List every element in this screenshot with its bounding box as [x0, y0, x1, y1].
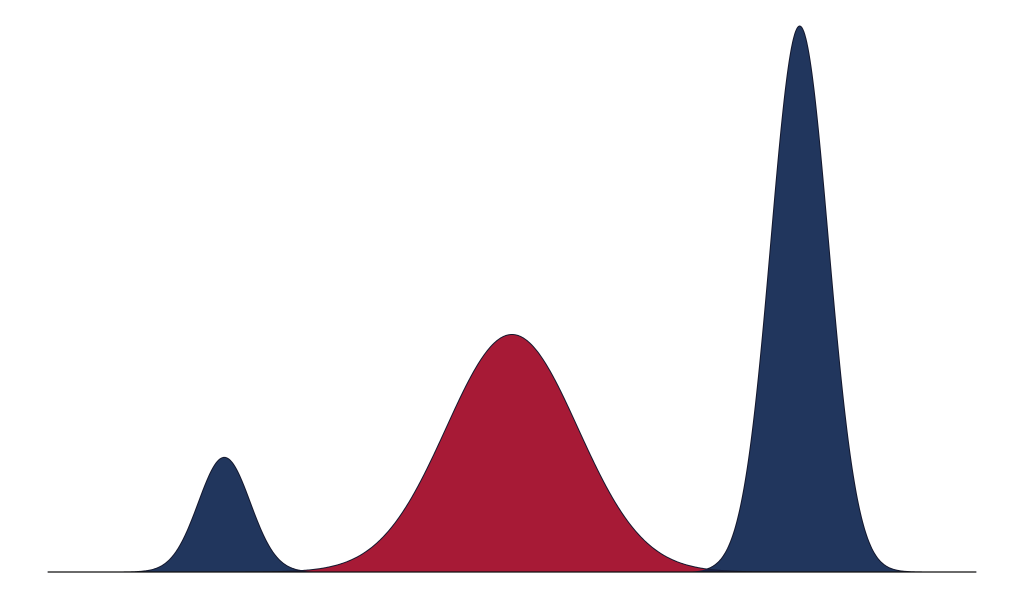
density-areas: [47, 25, 977, 573]
